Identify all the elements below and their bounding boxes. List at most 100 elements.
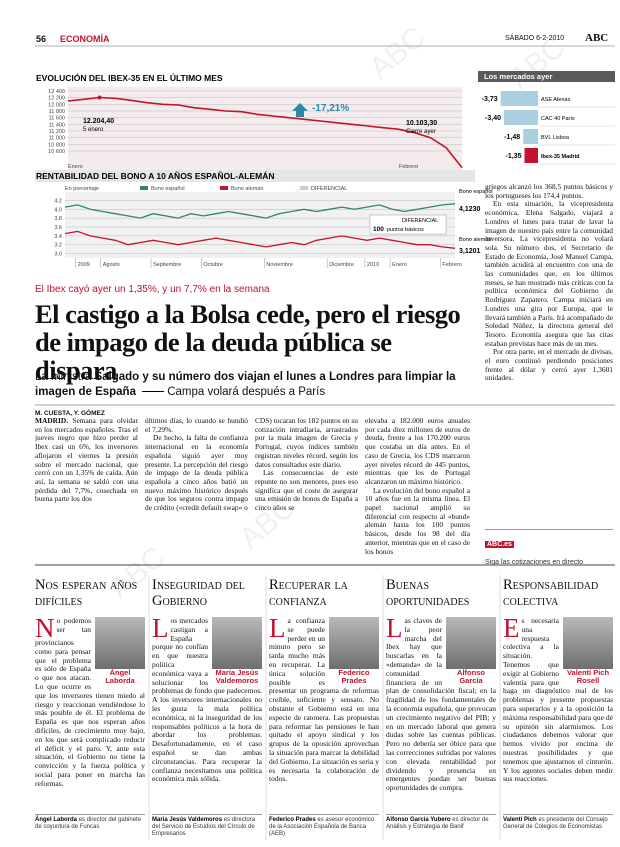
- title-band: [35, 170, 475, 182]
- annotation: -17,21%: [312, 103, 349, 114]
- opinion-photo: María Jesús Valdemoros: [212, 617, 262, 685]
- date: SÁBADO 6-2-2010: [505, 35, 565, 42]
- category-label: ASE Atenas: [541, 97, 571, 103]
- opinion-body: Los mercados castigan a España porque no…: [152, 613, 262, 784]
- text-column: CDS) tocaran los 182 puntos en su cotiza…: [255, 417, 358, 557]
- opinion-title: Recuperar la confianza: [269, 577, 348, 609]
- text-column: griegos alcanzó los 368,5 puntos básicos…: [485, 183, 613, 526]
- y-tick-label: 4.2: [54, 198, 62, 204]
- footer-text: es director del gabinete de coyuntura de…: [35, 817, 142, 830]
- opinion-column: Responsabilidad colectiva Valentí Pich Ro…: [503, 577, 613, 809]
- y-tick-label: 3.4: [54, 234, 62, 240]
- annotation: Bono alemán: [459, 237, 491, 243]
- annotation: 5 enero: [83, 127, 104, 133]
- chart-title: EVOLUCIÓN DEL IBEX-35 EN EL ÚLTIMO MES: [36, 72, 223, 83]
- photo-caption: Ángel Laborda: [105, 668, 135, 685]
- paragraph-text: CDS) tocaran los 182 puntos en su cotiza…: [255, 417, 358, 469]
- opinion-column: Inseguridad del Gobierno María Jesús Vald…: [152, 577, 262, 809]
- paragraph: últimos días, lo cuando se hundió el 7,2…: [145, 417, 248, 434]
- promo: ABC.es Siga las cotizaciones en directo: [485, 529, 613, 566]
- opinion-footer: Valentí Pich es presidente del Consejo G…: [503, 814, 613, 847]
- data-line: [64, 230, 456, 249]
- opinion-footer: María Jesús Valdemoros es directora del …: [152, 814, 262, 847]
- kicker: El Ibex cayó ayer un 1,35%, y un 7,7% en…: [35, 284, 270, 295]
- byline: M. CUESTA, Y. GÓMEZ: [35, 410, 105, 417]
- opinion-title: Responsabilidad colectiva: [503, 577, 599, 609]
- y-tick-label: 12 400: [48, 89, 65, 95]
- footer-text: es director de Análisis y Estrategia de …: [386, 817, 489, 830]
- category-label: CAC 40 París: [541, 116, 575, 122]
- brand: ABC: [585, 32, 609, 44]
- subhead-lead: La ministra: [35, 371, 92, 383]
- y-tick-label: 11 000: [49, 136, 65, 142]
- photo: [95, 617, 145, 669]
- y-axis-label: En porcentaje: [65, 186, 99, 192]
- data-line: [64, 203, 456, 219]
- opinion-title: Nos esperan años difíciles: [35, 577, 138, 609]
- y-tick-label: 3.8: [54, 216, 62, 222]
- dateline: MADRID.: [35, 417, 69, 425]
- paragraph-text: Las consecuencias de este repunte no son…: [255, 468, 358, 513]
- x-tick-label: Diciembre: [329, 262, 354, 268]
- annotation-dot: [97, 95, 102, 100]
- y-tick-label: 3.0: [54, 252, 62, 258]
- opinion-photo: Valentí Pich Rosell: [563, 617, 613, 685]
- paragraph: La evolución del bono español a 10 años …: [365, 485, 470, 557]
- category-label: BVL Lisboa: [541, 135, 570, 141]
- paragraph-text: griegos alcanzó los 368,5 puntos básicos…: [485, 183, 613, 200]
- bar: [504, 110, 538, 125]
- paragraph-text: La evolución del bono español a 10 años …: [365, 485, 470, 556]
- annotation: DIFERENCIAL: [402, 218, 438, 224]
- photo: [212, 617, 262, 669]
- y-tick-label: 4.0: [54, 207, 62, 213]
- annotation: 12.204,40: [83, 118, 114, 125]
- y-tick-label: 11 800: [49, 109, 65, 115]
- arrow-icon: [292, 103, 308, 117]
- opinion-title: Inseguridad del Gobierno: [152, 577, 245, 609]
- text-column: MADRID. Semana para olvidar en los merca…: [35, 417, 138, 557]
- footer-text: es directora del Servicio de Estudios de…: [152, 817, 256, 837]
- opinion-body: Las claves de la peor marcha del Ibex ha…: [386, 613, 496, 793]
- photo-caption: María Jesús Valdemoros: [215, 668, 259, 685]
- annotation: 4,1230: [459, 206, 481, 213]
- value-label: -1,48: [504, 134, 520, 141]
- y-tick-label: 12 200: [48, 96, 65, 102]
- opinion-body: La confianza se puede perder en un minut…: [269, 613, 379, 784]
- paragraph: MADRID. Semana para olvidar en los merca…: [35, 417, 138, 504]
- opinion-body: No podemos ser tan provincianos como par…: [35, 613, 145, 788]
- footer-name: Ángel Laborda: [35, 817, 78, 823]
- legend-label: DIFERENCIAL: [311, 186, 347, 192]
- headline: El castigo a la Bolsa cede, pero el ries…: [35, 299, 461, 385]
- annotation: 100: [373, 226, 384, 233]
- annotation-box: [369, 214, 447, 235]
- paragraph-text: De hecho, la falta de confianza internac…: [145, 433, 248, 513]
- bar: [523, 129, 538, 144]
- legend-swatch: [220, 186, 228, 190]
- paragraph: griegos alcanzó los 368,5 puntos básicos…: [485, 183, 613, 200]
- footer-text: es presidente del Consejo General de Col…: [503, 817, 608, 830]
- subhead-bold: Salgado y su número dos viajan el lunes …: [35, 371, 456, 398]
- subhead: La ministra Salgado y su número dos viaj…: [35, 370, 475, 400]
- x-tick-label: Enero: [392, 262, 407, 268]
- annotation: Cierre ayer: [406, 129, 436, 135]
- photo: [563, 617, 613, 669]
- x-tick-label: 2009: [78, 262, 90, 268]
- y-tick-label: 10 600: [48, 149, 65, 155]
- annotation: 10.103,30: [406, 120, 437, 127]
- photo-caption: Valentí Pich Rosell: [566, 668, 610, 685]
- legend-label: Bono alemán: [231, 186, 263, 192]
- photo-caption: Alfonso García: [457, 668, 485, 685]
- subhead-separator: [142, 391, 165, 392]
- legend-label: Bono español: [151, 186, 185, 192]
- bar: [524, 148, 538, 163]
- text-column: últimos días, lo cuando se hundió el 7,2…: [145, 417, 248, 557]
- data-line: [67, 96, 463, 169]
- legend-swatch: [300, 186, 308, 190]
- paragraph: elevaba a 182.000 euros anuales por cada…: [365, 417, 470, 487]
- y-tick-label: 10 800: [48, 142, 65, 148]
- opinion-footer: Federico Prades es asesor económico de l…: [269, 814, 379, 847]
- annotation: puntos básicos: [387, 227, 424, 233]
- page-number: 56: [36, 34, 47, 44]
- paragraph: CDS) tocaran los 182 puntos en su cotiza…: [255, 417, 358, 469]
